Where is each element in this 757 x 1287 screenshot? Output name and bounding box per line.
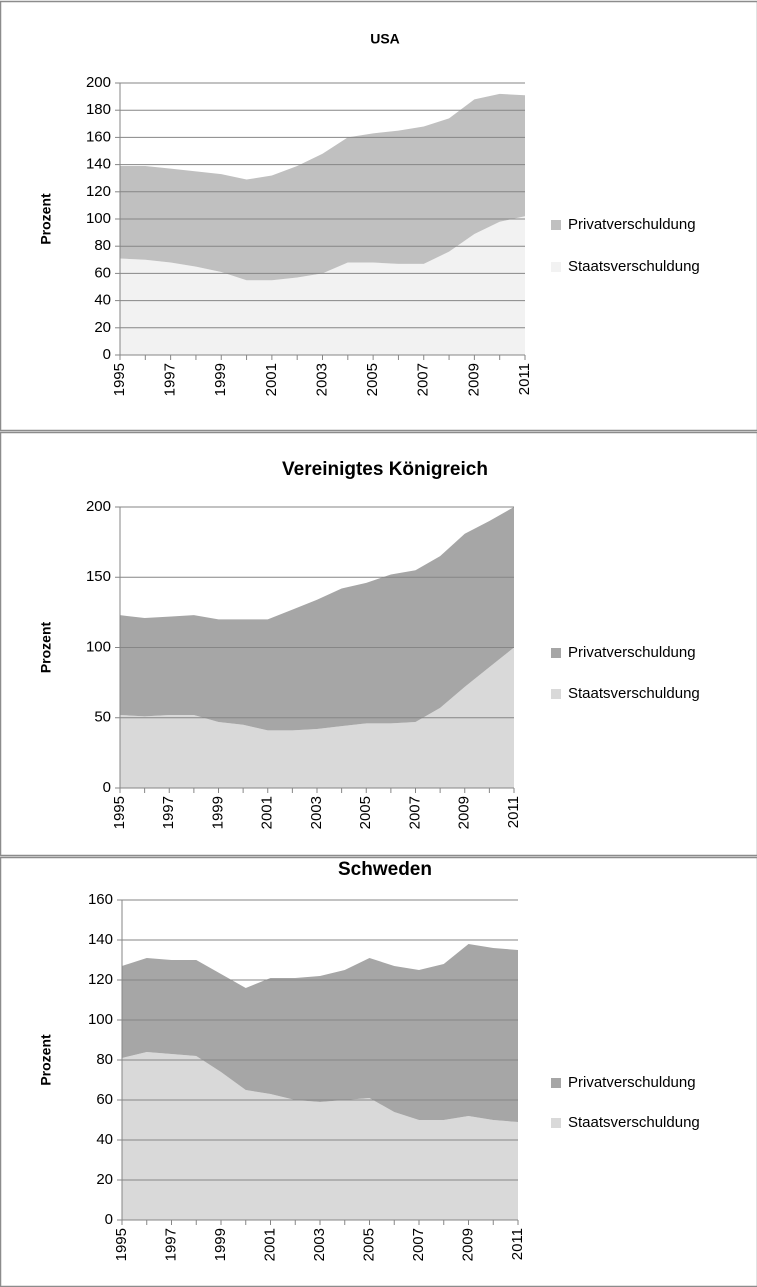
legend-swatch [551,1078,561,1088]
legend-swatch [551,220,561,230]
legend-label: Privatverschuldung [568,1074,696,1091]
area [120,216,525,355]
panel-border [0,431,757,857]
y-tick-label: 100 [86,638,111,655]
y-tick-label: 0 [105,1211,113,1228]
y-tick-label: 140 [88,931,113,948]
x-tick-label: 1995 [111,363,128,396]
area [120,647,514,788]
y-tick-label: 20 [96,1171,113,1188]
y-tick-label: 200 [86,74,111,91]
y-tick-label: 120 [88,971,113,988]
x-tick-label: 2001 [263,363,280,396]
y-tick-label: 50 [94,709,111,726]
y-tick-label: 40 [94,292,111,309]
x-tick-label: 2009 [456,796,473,829]
legend-label: Privatverschuldung [568,216,696,233]
panel-border [0,0,757,432]
legend-label: Privatverschuldung [568,644,696,661]
y-tick-label: 160 [86,128,111,145]
y-axis-label: Prozent [38,621,54,673]
area [122,1052,518,1220]
x-tick-label: 1999 [212,1228,229,1261]
chart-title: Vereinigtes Königreich [282,459,488,480]
x-tick-label: 1997 [162,363,179,396]
legend-swatch [551,262,561,272]
x-tick-label: 2001 [259,796,276,829]
legend-swatch [551,1118,561,1128]
x-tick-label: 2007 [410,1228,427,1261]
x-tick-label: 2009 [459,1228,476,1261]
area [120,507,514,731]
y-tick-label: 200 [86,498,111,515]
x-tick-label: 2011 [516,363,533,395]
x-tick-label: 2007 [415,363,432,396]
x-tick-label: 2009 [465,363,482,396]
y-tick-label: 80 [94,237,111,254]
y-tick-label: 140 [86,156,111,173]
x-tick-label: 2003 [308,796,325,829]
area [120,93,525,281]
chart-panel: 0 20 40 60 80 100 120 140 160 180 200 1995 1997 1999 2… [0,0,757,432]
x-tick-label: 2007 [406,796,423,829]
x-tick-label: 1999 [212,363,229,396]
x-tick-label: 2001 [261,1228,278,1261]
x-tick-label: 1995 [111,796,128,829]
x-tick-label: 2005 [357,796,374,829]
x-tick-label: 2005 [360,1228,377,1261]
legend-label: Staatsverschuldung [568,258,700,275]
legend-label: Staatsverschuldung [568,685,700,702]
chart-title: USA [370,31,400,47]
y-tick-label: 100 [88,1011,113,1028]
x-tick-label: 1997 [162,1228,179,1261]
y-tick-label: 80 [96,1051,113,1068]
y-tick-label: 60 [96,1091,113,1108]
y-tick-label: 60 [94,264,111,281]
chart-title: Schweden [338,859,432,880]
y-tick-label: 20 [94,319,111,336]
x-tick-label: 2003 [311,1228,328,1261]
y-tick-label: 0 [103,779,111,796]
y-tick-label: 160 [88,891,113,908]
y-tick-label: 180 [86,101,111,118]
y-tick-label: 0 [103,346,111,363]
area [122,944,518,1122]
legend-swatch [551,689,561,699]
x-tick-label: 1995 [113,1228,130,1261]
x-tick-label: 2005 [364,363,381,396]
y-tick-label: 120 [86,183,111,200]
y-axis-label: Prozent [38,1034,54,1086]
x-tick-label: 2011 [505,796,522,828]
chart-panel: 0 50 100 150 200 1995 1997 1999 2001 2003 2005 2007… [0,431,757,857]
y-tick-label: 40 [96,1131,113,1148]
x-tick-label: 2003 [313,363,330,396]
y-axis-label: Prozent [38,193,54,245]
x-tick-label: 2011 [509,1228,526,1260]
y-tick-label: 100 [86,210,111,227]
x-tick-label: 1999 [209,796,226,829]
legend-label: Staatsverschuldung [568,1114,700,1131]
x-tick-label: 1997 [160,796,177,829]
legend-swatch [551,648,561,658]
chart-panel: 0 20 40 60 80 100 120 140 160 1995 1997 1999 2001 200… [0,856,757,1287]
y-tick-label: 150 [86,568,111,585]
